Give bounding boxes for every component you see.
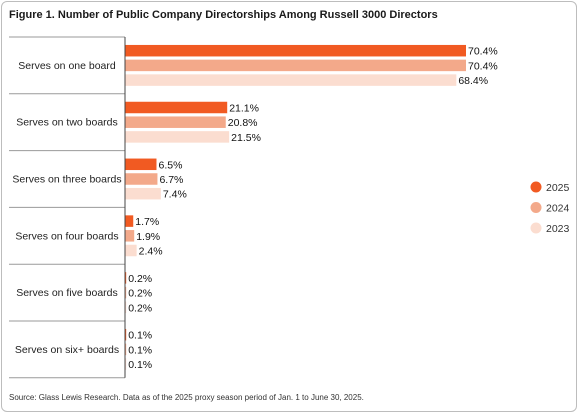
- bar-2024: [125, 343, 127, 356]
- legend-swatch-2025: [530, 181, 542, 193]
- bar-2024: [125, 116, 226, 128]
- value-label: 7.4%: [163, 189, 187, 201]
- value-label: 6.7%: [159, 174, 183, 186]
- source-note: Source: Glass Lewis Research. Data as of…: [9, 393, 364, 402]
- value-label: 20.8%: [228, 117, 258, 129]
- category-label: Serves on two boards: [16, 117, 118, 129]
- value-label: 0.2%: [128, 302, 152, 314]
- bar-2024: [125, 59, 466, 72]
- bar-2023: [125, 301, 127, 314]
- legend-label: 2023: [546, 223, 570, 235]
- category-label: Serves on four boards: [15, 230, 118, 242]
- category-label: Serves on three boards: [12, 174, 121, 186]
- legend-swatch-2024: [530, 202, 542, 213]
- value-label: 1.7%: [135, 216, 159, 228]
- value-label: 0.2%: [128, 273, 152, 285]
- category-label: Serves on six+ boards: [15, 344, 119, 356]
- legend-label: 2024: [546, 202, 570, 214]
- value-label: 68.4%: [458, 75, 488, 87]
- value-label: 70.4%: [468, 60, 498, 72]
- legend-label: 2025: [546, 182, 570, 194]
- value-label: 1.9%: [136, 231, 160, 243]
- bar-2025: [125, 158, 157, 171]
- category-separators: [9, 36, 125, 379]
- bar-2023: [125, 74, 457, 86]
- value-labels: 70.4% 70.4% 68.4% 21.1% 20.8% 21.5% 6.5% 6.7% 7.…: [128, 46, 498, 371]
- legend-swatch-2023: [530, 222, 542, 234]
- category-label: Serves on five boards: [16, 287, 118, 299]
- category-labels: Serves on one board Serves on two boards S…: [12, 60, 121, 356]
- bar-2024: [125, 173, 158, 185]
- bar-2023: [125, 187, 161, 200]
- value-label: 70.4%: [468, 46, 498, 58]
- bar-2025: [125, 328, 127, 341]
- value-label: 0.2%: [128, 288, 152, 300]
- value-label: 0.1%: [128, 344, 152, 356]
- bars: [125, 44, 466, 370]
- legend: 2025 2024 2023: [530, 181, 570, 235]
- value-label: 6.5%: [158, 159, 182, 171]
- value-label: 0.1%: [128, 359, 152, 371]
- bar-2024: [125, 286, 127, 299]
- bar-2025: [125, 215, 134, 227]
- chart-title: Figure 1. Number of Public Company Direc…: [9, 9, 438, 21]
- bar-2023: [125, 358, 127, 370]
- value-label: 0.1%: [128, 330, 152, 342]
- category-label: Serves on one board: [18, 60, 116, 72]
- value-label: 21.5%: [231, 132, 261, 144]
- value-label: 2.4%: [139, 245, 163, 257]
- value-label: 21.1%: [229, 102, 259, 114]
- bar-2025: [125, 44, 466, 57]
- bar-2025: [125, 272, 127, 284]
- bar-2025: [125, 101, 228, 114]
- bar-2023: [125, 131, 230, 143]
- bar-2024: [125, 230, 135, 242]
- bar-2023: [125, 244, 137, 257]
